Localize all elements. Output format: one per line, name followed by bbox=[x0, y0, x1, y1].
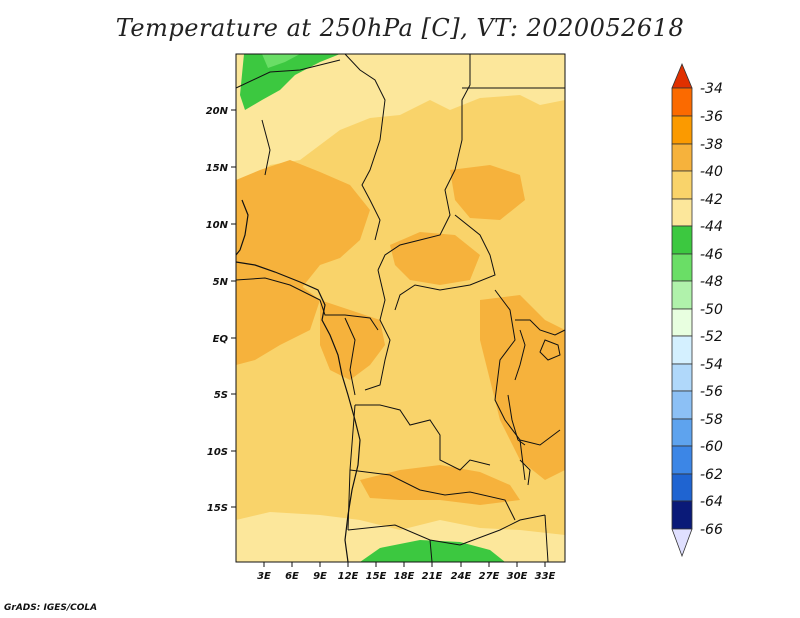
colorbar-label-56: -56 bbox=[700, 384, 723, 400]
grads-credit: GrADS: IGES/COLA bbox=[4, 603, 98, 613]
colorbar-box-13 bbox=[671, 418, 693, 447]
colorbar-box-1 bbox=[671, 87, 693, 117]
colorbar-box-15 bbox=[671, 473, 693, 502]
lat-label-5s: 5S bbox=[214, 390, 228, 401]
lat-label-5n: 5N bbox=[213, 277, 229, 288]
colorbar-label-48: -48 bbox=[700, 274, 723, 290]
light-region-north bbox=[236, 54, 565, 180]
colorbar-box-9 bbox=[671, 308, 693, 337]
colorbar-label-36: -36 bbox=[700, 109, 723, 125]
colorbar-box-8 bbox=[671, 280, 693, 310]
lon-label-24e: 24E bbox=[451, 571, 472, 582]
lakes bbox=[507, 329, 561, 486]
colorbar-label-64: -64 bbox=[700, 494, 723, 510]
cold-region-south bbox=[360, 540, 505, 562]
colorbar-box-12 bbox=[671, 390, 693, 420]
colorbar-label-38: -38 bbox=[700, 137, 723, 153]
country-borders bbox=[235, 53, 566, 563]
cold-region-north-light bbox=[262, 54, 300, 68]
colorbar-box-16 bbox=[671, 500, 693, 530]
colorbar-label-50: -50 bbox=[700, 302, 723, 318]
chart-title: Temperature at 250hPa [C], VT: 202005261… bbox=[115, 14, 685, 42]
warm-region-sudan bbox=[450, 165, 525, 220]
colorbar-label-44: -44 bbox=[700, 219, 723, 235]
colorbar-label-62: -62 bbox=[700, 467, 723, 483]
colorbar-box-5 bbox=[671, 198, 693, 227]
colorbar-box-14 bbox=[671, 445, 693, 475]
warm-region-angola bbox=[360, 465, 520, 505]
lat-label-eq: EQ bbox=[213, 334, 229, 345]
colorbar-label-42: -42 bbox=[700, 192, 723, 208]
lon-label-15e: 15E bbox=[366, 571, 387, 582]
warm-region-congo bbox=[320, 300, 385, 380]
map-frame bbox=[235, 53, 566, 563]
colorbar-box-6 bbox=[671, 225, 693, 255]
lon-label-3e: 3E bbox=[257, 571, 271, 582]
map-area bbox=[235, 53, 566, 563]
lat-axis: 20N 15N 10N 5N EQ 5S 10S 15S bbox=[206, 106, 236, 514]
lon-label-21e: 21E bbox=[422, 571, 443, 582]
lon-label-27e: 27E bbox=[479, 571, 500, 582]
colorbar-top-arrow bbox=[671, 62, 693, 89]
colorbar-label-54: -54 bbox=[700, 357, 723, 373]
lon-label-18e: 18E bbox=[394, 571, 415, 582]
lon-label-6e: 6E bbox=[285, 571, 299, 582]
colorbar-label-66: -66 bbox=[700, 522, 723, 538]
colorbar-box-2 bbox=[671, 115, 693, 145]
lat-label-15s: 15S bbox=[207, 503, 228, 514]
colorbar-box-11 bbox=[671, 363, 693, 392]
colorbar-label-58: -58 bbox=[700, 412, 723, 428]
colorbar-bottom-arrow bbox=[671, 528, 693, 558]
colorbar-box-4 bbox=[671, 170, 693, 200]
colorbar-box-3 bbox=[671, 143, 693, 172]
lat-label-15n: 15N bbox=[206, 163, 229, 174]
colorbar-box-7 bbox=[671, 253, 693, 282]
colorbar-label-46: -46 bbox=[700, 247, 723, 263]
lon-label-30e: 30E bbox=[507, 571, 528, 582]
colorbar: -34 -36 -38 -40 -42 -44 -46 -48 -50 -52 … bbox=[671, 62, 723, 558]
lon-axis: 3E 6E 9E 12E 15E 18E 21E 24E 27E 30E 33E bbox=[257, 562, 556, 582]
colorbar-label-52: -52 bbox=[700, 329, 723, 345]
colorbar-box-10 bbox=[671, 335, 693, 365]
lat-label-10n: 10N bbox=[206, 220, 229, 231]
lat-label-10s: 10S bbox=[207, 447, 228, 458]
warm-region-east bbox=[480, 295, 565, 480]
coastline bbox=[235, 199, 361, 563]
colorbar-label-60: -60 bbox=[700, 439, 723, 455]
colorbar-label-40: -40 bbox=[700, 164, 723, 180]
lon-label-12e: 12E bbox=[338, 571, 359, 582]
lon-label-9e: 9E bbox=[313, 571, 327, 582]
warm-region-central bbox=[390, 232, 480, 285]
cold-region-north bbox=[240, 54, 340, 110]
colorbar-label-34: -34 bbox=[700, 81, 723, 97]
lat-label-20n: 20N bbox=[206, 106, 229, 117]
lon-label-33e: 33E bbox=[535, 571, 556, 582]
